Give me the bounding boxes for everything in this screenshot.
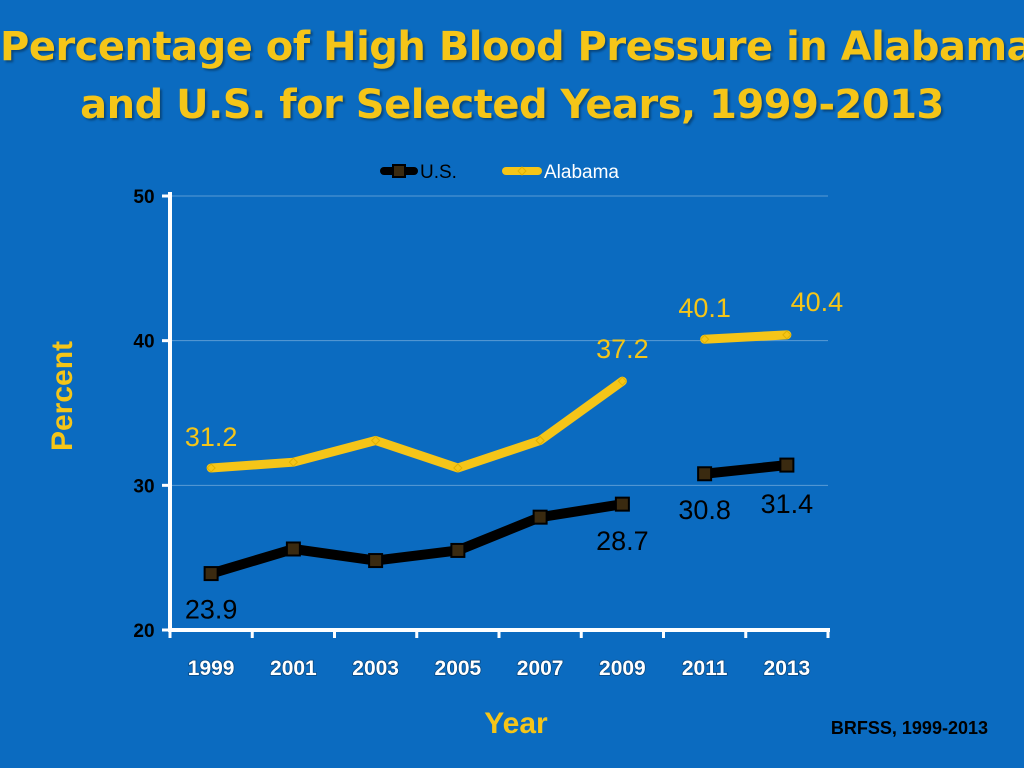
chart-title-line-1: Percentage of High Blood Pressure in Ala… [0, 24, 1024, 70]
x-tick-label: 2005 [435, 657, 482, 680]
x-tick-label: 2007 [517, 657, 564, 680]
y-tick-label: 50 [133, 187, 154, 208]
alabama-data-label: 40.1 [678, 293, 731, 323]
y-tick-label: 30 [133, 476, 154, 497]
us-line-segment-2 [699, 460, 792, 479]
alabama-point-2005 [453, 463, 463, 473]
source-note: BRFSS, 1999-2013 [830, 718, 988, 738]
us-data-label: 31.4 [761, 489, 814, 519]
y-tick-label: 20 [133, 621, 154, 642]
us-point-2007 [532, 509, 548, 525]
us-point-1999 [203, 566, 219, 582]
x-tick-label: 2013 [764, 657, 811, 680]
us-point-2005 [450, 542, 466, 558]
us-point-2011 [697, 466, 713, 482]
alabama-point-2001 [288, 457, 299, 467]
y-tick-label: 40 [133, 332, 154, 353]
x-axis-title: Year [484, 707, 548, 740]
x-tick-label: 2011 [682, 657, 728, 680]
alabama-data-label: 31.2 [185, 422, 238, 452]
legend-us-label: U.S. [420, 162, 457, 183]
chart-title-line-2: and U.S. for Selected Years, 1999-2013 [80, 82, 944, 128]
x-tick-label: 2003 [352, 657, 399, 680]
alabama-point-2013 [782, 330, 792, 340]
alabama-point-2009 [617, 376, 628, 386]
us-point-2001 [285, 541, 301, 557]
us-data-label: 30.8 [678, 495, 731, 525]
alabama-data-label: 40.4 [791, 287, 844, 317]
us-line-segment-1 [206, 499, 628, 579]
legend-us-marker [392, 164, 406, 178]
x-tick-label: 2001 [270, 657, 317, 680]
us-point-2009 [614, 496, 630, 512]
alabama-point-2003 [370, 435, 381, 446]
us-point-2003 [368, 553, 384, 569]
alabama-point-1999 [206, 463, 216, 473]
alabama-point-2007 [535, 435, 545, 446]
legend-alabama-label: Alabama [544, 162, 619, 183]
y-axis-title: Percent [46, 341, 79, 451]
alabama-line-segment-1 [206, 376, 627, 473]
legend-alabama-marker [517, 166, 527, 176]
x-tick-label: 1999 [188, 657, 235, 680]
x-tick-label: 2009 [599, 657, 646, 680]
us-data-label: 28.7 [596, 526, 649, 556]
alabama-data-label: 37.2 [596, 334, 649, 364]
us-point-2013 [779, 457, 795, 473]
us-data-label: 23.9 [185, 595, 238, 625]
chart-title: Percentage of High Blood Pressure in Ala… [0, 18, 1024, 134]
alabama-line-segment-2 [700, 330, 792, 344]
alabama-point-2011 [699, 334, 710, 344]
